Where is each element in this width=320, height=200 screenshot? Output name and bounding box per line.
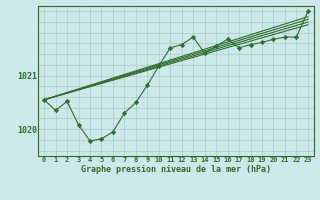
- X-axis label: Graphe pression niveau de la mer (hPa): Graphe pression niveau de la mer (hPa): [81, 165, 271, 174]
